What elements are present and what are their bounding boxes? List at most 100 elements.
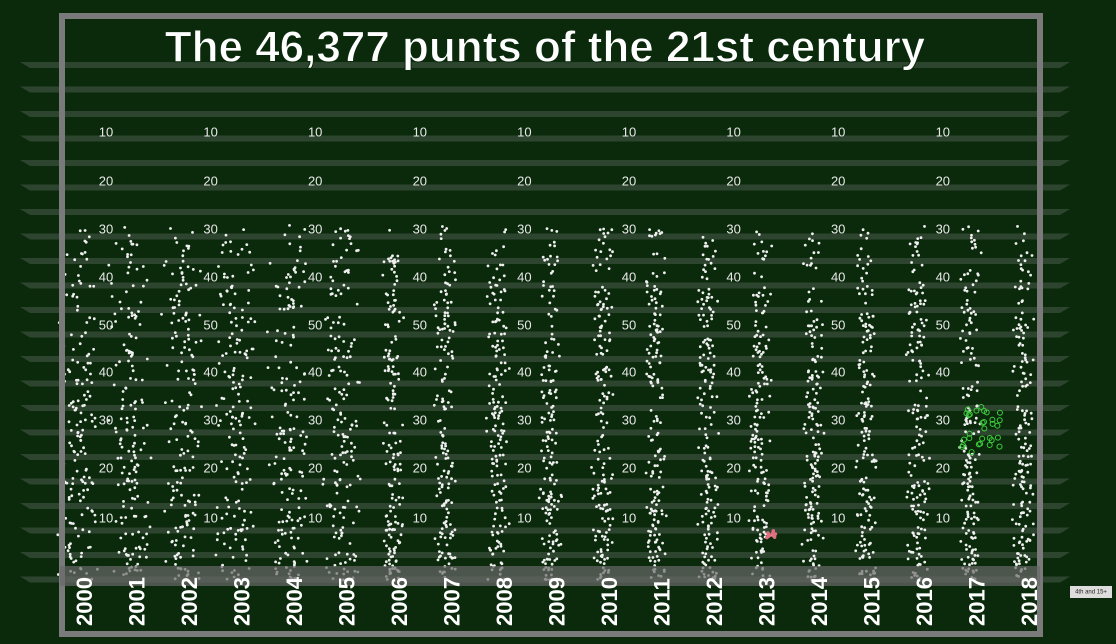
punt-dot bbox=[977, 430, 980, 434]
punt-dot bbox=[656, 379, 660, 383]
punt-dot bbox=[813, 336, 817, 339]
punt-dot bbox=[551, 404, 555, 408]
yard-label: 10 bbox=[99, 510, 113, 525]
punt-dot bbox=[322, 477, 326, 481]
punt-dot bbox=[1024, 421, 1028, 425]
punt-dot bbox=[231, 405, 235, 409]
punt-dot bbox=[815, 382, 819, 386]
punt-dot bbox=[871, 453, 874, 457]
yard-label: 10 bbox=[517, 510, 531, 525]
punt-dot bbox=[651, 556, 655, 559]
punt-dot bbox=[335, 483, 339, 486]
punt-dot bbox=[705, 500, 709, 504]
punt-dot bbox=[962, 481, 966, 485]
punt-dot bbox=[653, 464, 657, 468]
punt-dot bbox=[249, 510, 253, 514]
punt-dot bbox=[811, 345, 814, 348]
year-labels: 2000 2001 2002 2003 2004 2005 2006 2007 2008 2009… bbox=[72, 576, 1042, 626]
punt-dot bbox=[816, 458, 819, 462]
punt-dot bbox=[180, 271, 184, 274]
punt-dot bbox=[119, 536, 123, 540]
punt-dot bbox=[394, 337, 398, 341]
punt-dot bbox=[1022, 331, 1025, 335]
punt-dot bbox=[121, 404, 125, 408]
punt-dot bbox=[352, 553, 356, 556]
punt-dot bbox=[145, 357, 149, 361]
punt-dot bbox=[1012, 328, 1015, 332]
punt-dot bbox=[133, 441, 136, 445]
punt-dot bbox=[301, 449, 304, 453]
punt-dot bbox=[756, 371, 760, 374]
punt-dot bbox=[807, 516, 810, 519]
punt-dot bbox=[649, 333, 653, 337]
punt-dot bbox=[757, 381, 760, 385]
yard-label: 20 bbox=[726, 173, 740, 188]
yard-label: 50 bbox=[622, 317, 636, 332]
highlight-dot bbox=[981, 425, 988, 432]
punt-dot bbox=[1020, 311, 1024, 315]
punt-dot bbox=[549, 271, 553, 275]
punt-dot bbox=[804, 332, 808, 336]
punt-dot bbox=[82, 495, 85, 499]
punt-dot bbox=[869, 498, 873, 502]
punt-dot bbox=[491, 252, 494, 255]
punt-dot bbox=[231, 274, 235, 278]
punt-dot bbox=[968, 269, 972, 272]
punt-dot bbox=[332, 535, 336, 539]
punt-dot bbox=[965, 289, 969, 293]
yard-label: 10 bbox=[622, 124, 636, 139]
punt-dot bbox=[607, 391, 611, 395]
punt-dot bbox=[128, 332, 131, 336]
punt-dot bbox=[130, 311, 134, 315]
punt-dot bbox=[501, 431, 505, 435]
punt-dot bbox=[968, 494, 972, 498]
punt-dot bbox=[610, 305, 614, 309]
punt-dot bbox=[493, 253, 497, 257]
punt-dot bbox=[182, 544, 185, 548]
punt-dot bbox=[83, 239, 87, 243]
punt-dot bbox=[927, 487, 931, 491]
punt-dot bbox=[485, 429, 489, 433]
punt-dot bbox=[125, 554, 129, 557]
punt-dot bbox=[1028, 509, 1032, 513]
punt-dot bbox=[701, 404, 705, 408]
punt-dot bbox=[908, 461, 912, 465]
punt-dot bbox=[56, 573, 60, 576]
punt-dot bbox=[444, 407, 447, 411]
punt-dot bbox=[916, 532, 920, 535]
punt-dot bbox=[437, 555, 441, 559]
punt-dot bbox=[295, 415, 299, 419]
punt-dot bbox=[920, 455, 924, 459]
punt-dot bbox=[552, 294, 555, 298]
punt-dot bbox=[220, 516, 224, 520]
punt-dot bbox=[499, 446, 503, 449]
punt-dot bbox=[912, 486, 916, 489]
punt-dot bbox=[702, 392, 706, 396]
punt-dot bbox=[1017, 430, 1021, 434]
punt-dot bbox=[767, 483, 771, 487]
punt-dot bbox=[917, 552, 921, 556]
punt-dot bbox=[234, 538, 238, 541]
punt-dot bbox=[607, 446, 610, 450]
punt-dot bbox=[923, 416, 927, 420]
punt-dot bbox=[393, 258, 396, 262]
punt-dot bbox=[495, 464, 499, 468]
punt-dot bbox=[663, 552, 667, 556]
punt-dot bbox=[184, 282, 188, 286]
punt-dot bbox=[272, 482, 276, 486]
punt-dot bbox=[704, 489, 708, 493]
punt-dot bbox=[305, 435, 308, 439]
punt-dot bbox=[861, 351, 865, 355]
punt-dot bbox=[71, 358, 75, 362]
punt-dot bbox=[339, 227, 342, 231]
punt-dot bbox=[806, 539, 810, 542]
punt-dot bbox=[444, 520, 448, 523]
punt-dot bbox=[333, 425, 336, 429]
punt-dot bbox=[650, 298, 654, 302]
punt-dot bbox=[610, 477, 613, 480]
punt-dot bbox=[552, 240, 556, 244]
punt-dot bbox=[502, 487, 505, 490]
punt-dot bbox=[759, 549, 763, 553]
punt-dot bbox=[914, 510, 917, 513]
punt-dot bbox=[962, 473, 965, 476]
